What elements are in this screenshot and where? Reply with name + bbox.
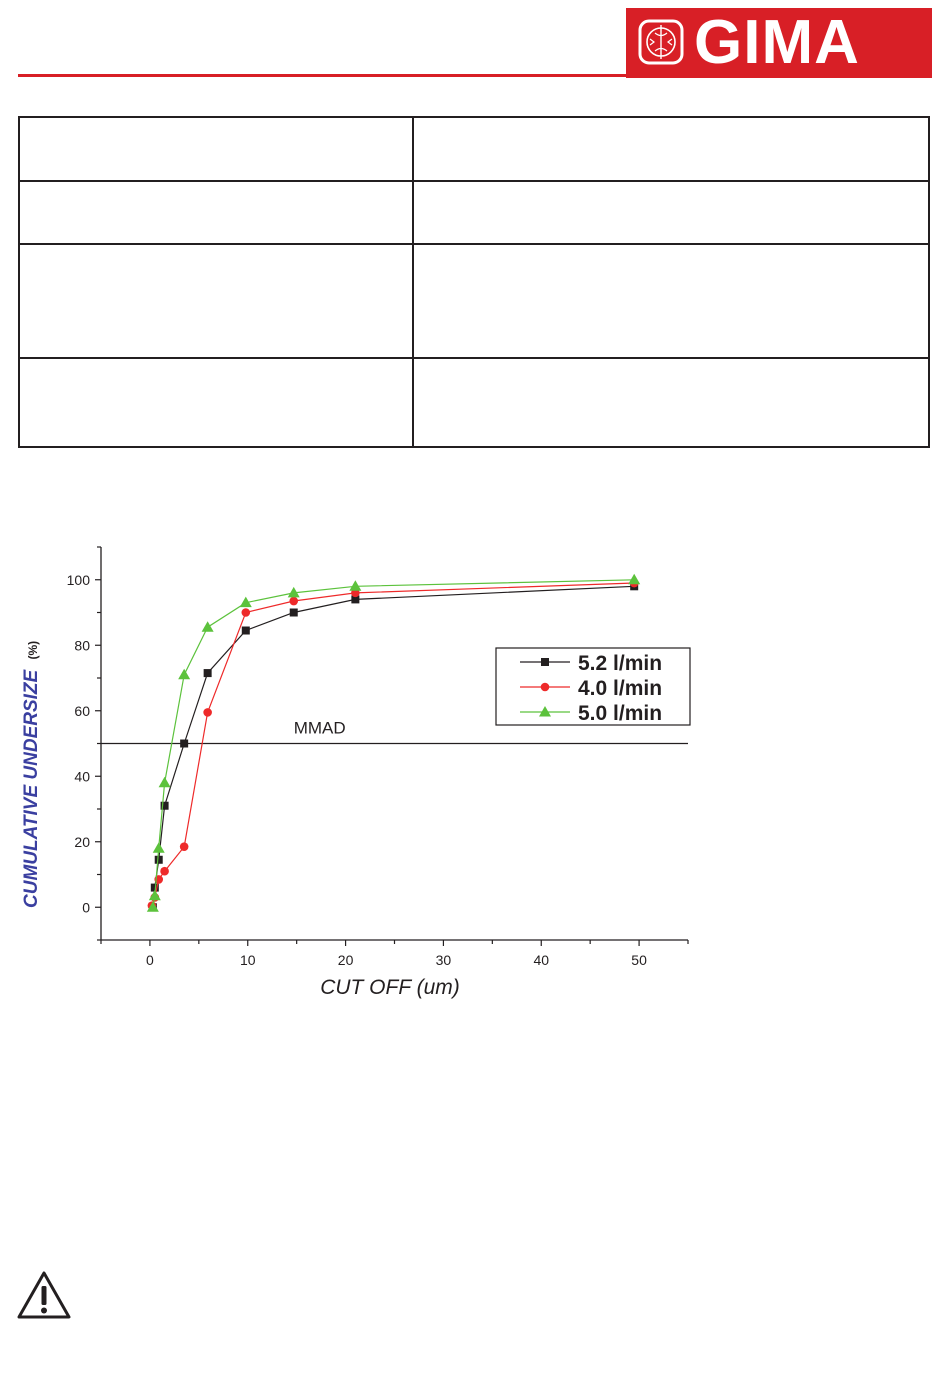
spec-table (18, 116, 930, 448)
x-tick-label: 40 (533, 952, 549, 968)
gima-emblem-icon (638, 19, 684, 65)
mmad-label: MMAD (294, 719, 346, 738)
y-tick-label: 20 (74, 834, 90, 850)
header-rule (18, 74, 630, 77)
x-tick-label: 0 (146, 952, 154, 968)
data-point-triangle (628, 573, 641, 585)
data-point-triangle (158, 776, 171, 788)
data-point-square (289, 608, 298, 617)
data-point-square (203, 669, 212, 678)
data-point-square (160, 801, 169, 810)
table-row (18, 116, 930, 182)
series-line (151, 582, 635, 906)
data-point-triangle (239, 596, 252, 608)
data-point-circle (203, 708, 212, 717)
brand-name: GIMA (694, 8, 860, 77)
table-cell (18, 180, 414, 245)
data-point-circle (289, 596, 299, 606)
y-tick-label: 40 (74, 768, 90, 784)
y-axis-unit: (%) (26, 641, 40, 660)
table-cell (412, 116, 930, 182)
y-tick-label: 100 (67, 572, 91, 588)
table-row (18, 180, 930, 245)
y-tick-label: 60 (74, 703, 90, 719)
series-3 (146, 573, 641, 912)
data-point-square (351, 595, 360, 604)
data-point-circle (540, 682, 550, 692)
legend-label: 4.0 l/min (578, 677, 662, 700)
data-point-square (154, 855, 163, 864)
chart-axes: 0 20 40 60 80 100 0 10 20 30 40 50 (67, 546, 689, 968)
data-point-triangle (148, 889, 161, 901)
x-axis-label: CUT OFF (um) (320, 976, 460, 999)
y-tick-label: 80 (74, 637, 90, 653)
data-point-triangle (539, 706, 551, 717)
table-cell (412, 357, 930, 448)
data-point-square (241, 626, 250, 635)
legend-label: 5.2 l/min (578, 652, 662, 675)
cumulative-undersize-chart: 0 20 40 60 80 100 0 10 20 30 40 50 MMAD 5.2 l/min 4.… (0, 530, 720, 1010)
data-point-circle (179, 842, 189, 851)
table-cell (412, 243, 930, 359)
legend-entry: 5.0 l/min (520, 702, 662, 725)
data-point-triangle (201, 621, 214, 632)
y-axis-title: CUMULATIVE UNDERSIZE (%) (21, 641, 42, 908)
brand-logo: GIMA (626, 8, 932, 78)
data-point-circle (241, 608, 251, 617)
legend-entry: 4.0 l/min (520, 677, 662, 700)
legend-entry: 5.2 l/min (520, 652, 662, 675)
chart-svg: 0 20 40 60 80 100 0 10 20 30 40 50 MMAD 5.2 l/min4.… (21, 546, 691, 999)
data-point-triangle (152, 842, 165, 853)
y-tick-label: 0 (82, 899, 90, 915)
table-cell (18, 243, 414, 359)
y-axis-label: CUMULATIVE UNDERSIZE (21, 668, 42, 908)
x-tick-label: 30 (436, 952, 452, 968)
data-point-triangle (287, 586, 300, 598)
table-cell (412, 180, 930, 245)
x-tick-label: 10 (240, 952, 256, 968)
table-cell (18, 116, 414, 182)
warning-triangle-icon (17, 1271, 71, 1319)
x-tick-label: 50 (631, 952, 647, 968)
table-cell (18, 357, 414, 448)
svg-text:CUMULATIVE UNDERSIZE (: CUMULATIVE UNDERSIZE (%) (21, 641, 42, 908)
series-line (152, 585, 635, 908)
table-row (18, 243, 930, 359)
data-point-circle (160, 866, 169, 876)
data-point-triangle (178, 668, 191, 680)
data-point-square (150, 883, 159, 892)
data-point-square (180, 739, 189, 748)
chart-series (146, 573, 641, 912)
data-point-square (541, 658, 549, 666)
series-2 (147, 578, 639, 910)
legend-label: 5.0 l/min (578, 702, 662, 725)
series-1 (148, 582, 639, 912)
data-point-triangle (349, 580, 362, 591)
x-tick-label: 20 (338, 952, 354, 968)
reference-layer: MMAD (101, 719, 688, 745)
table-row (18, 357, 930, 448)
data-point-triangle (146, 901, 159, 912)
series-line (152, 579, 635, 908)
